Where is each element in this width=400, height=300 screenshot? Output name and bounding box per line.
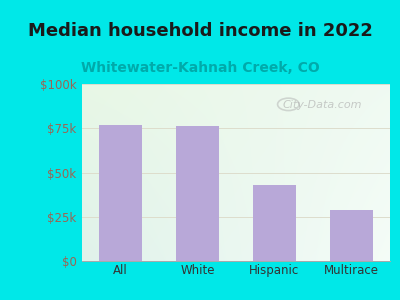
Bar [99,125,142,261]
Bar [176,127,219,261]
Text: Median household income in 2022: Median household income in 2022 [28,22,372,40]
Text: City-Data.com: City-Data.com [282,100,362,110]
Text: Whitewater-Kahnah Creek, CO: Whitewater-Kahnah Creek, CO [81,61,319,74]
Bar [253,185,296,261]
Bar [330,210,373,261]
